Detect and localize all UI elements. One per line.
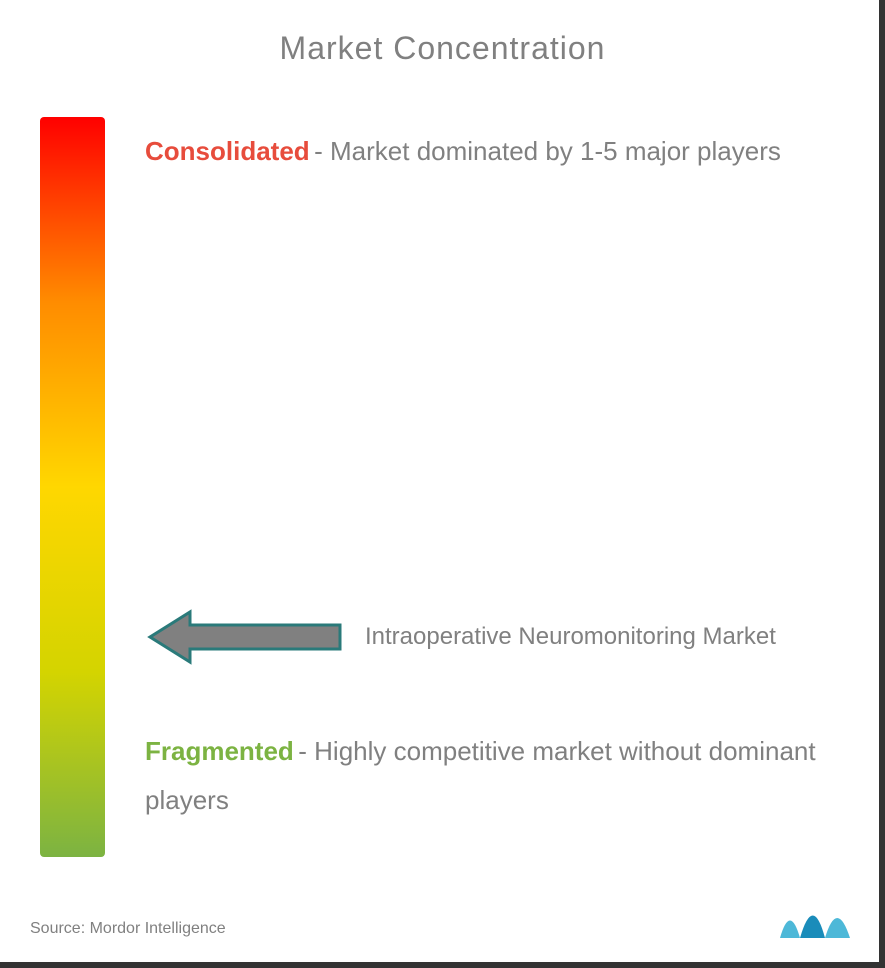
border-bottom xyxy=(0,962,885,968)
source-attribution: Source: Mordor Intelligence xyxy=(30,920,226,938)
arrow-left-icon xyxy=(145,607,345,667)
fragmented-section: Fragmented - Highly competitive market w… xyxy=(145,727,845,826)
market-indicator-section: Intraoperative Neuromonitoring Market xyxy=(145,607,776,667)
arrow-container xyxy=(145,607,345,667)
fragmented-label: Fragmented xyxy=(145,736,294,766)
text-column: Consolidated - Market dominated by 1-5 m… xyxy=(145,117,845,857)
page-title: Market Concentration xyxy=(40,30,845,67)
content-area: Consolidated - Market dominated by 1-5 m… xyxy=(40,117,845,857)
consolidated-section: Consolidated - Market dominated by 1-5 m… xyxy=(145,127,845,176)
mordor-logo-icon xyxy=(775,888,855,948)
concentration-gradient-bar xyxy=(40,117,105,857)
consolidated-label: Consolidated xyxy=(145,136,310,166)
border-right xyxy=(879,0,885,968)
consolidated-description: - Market dominated by 1-5 major players xyxy=(314,136,781,166)
market-name-label: Intraoperative Neuromonitoring Market xyxy=(365,619,776,655)
